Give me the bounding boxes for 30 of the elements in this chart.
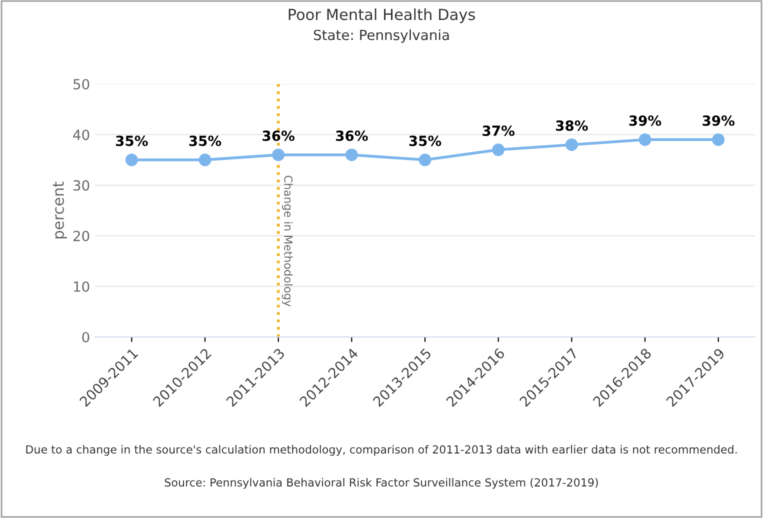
point bbox=[565, 138, 578, 151]
data-label: 36% bbox=[262, 130, 295, 142]
data-label: 35% bbox=[189, 136, 222, 146]
data-label: 35% bbox=[409, 136, 442, 146]
point bbox=[638, 133, 652, 146]
text: Due to a change in the source's calculation methodology, comparison of 2011-2013 data with earlier data is not recommended. bbox=[26, 445, 737, 456]
chart-subtitle: State: Pennsylvania bbox=[314, 29, 449, 43]
point bbox=[418, 154, 432, 166]
point bbox=[125, 154, 138, 166]
point bbox=[712, 133, 725, 146]
y-tick-label: 20 bbox=[73, 230, 90, 242]
point bbox=[345, 148, 358, 162]
y-axis-title: percent bbox=[53, 182, 67, 238]
point bbox=[272, 148, 285, 162]
ref-line-label: Change in Methodology bbox=[282, 176, 293, 306]
y-tick-label: 0 bbox=[82, 332, 90, 342]
point bbox=[492, 144, 505, 156]
chart-title: Poor Mental Health Days bbox=[288, 8, 475, 24]
data-label: 39% bbox=[702, 115, 735, 126]
data-label: 39% bbox=[629, 115, 662, 126]
y-tick-label: 10 bbox=[74, 281, 90, 292]
data-label: 38% bbox=[556, 120, 588, 131]
source-note: Source: Pennsylvania Behavioral Risk Factor Surveillance System (2017-2019) bbox=[164, 478, 598, 489]
y-tick-label: 50 bbox=[74, 78, 90, 90]
data-label: 35% bbox=[116, 136, 148, 146]
y-tick-label: 30 bbox=[74, 180, 90, 191]
data-label: 37% bbox=[482, 125, 515, 136]
data-label: 36% bbox=[336, 130, 368, 142]
point bbox=[198, 154, 212, 166]
y-tick-label: 40 bbox=[73, 130, 90, 140]
